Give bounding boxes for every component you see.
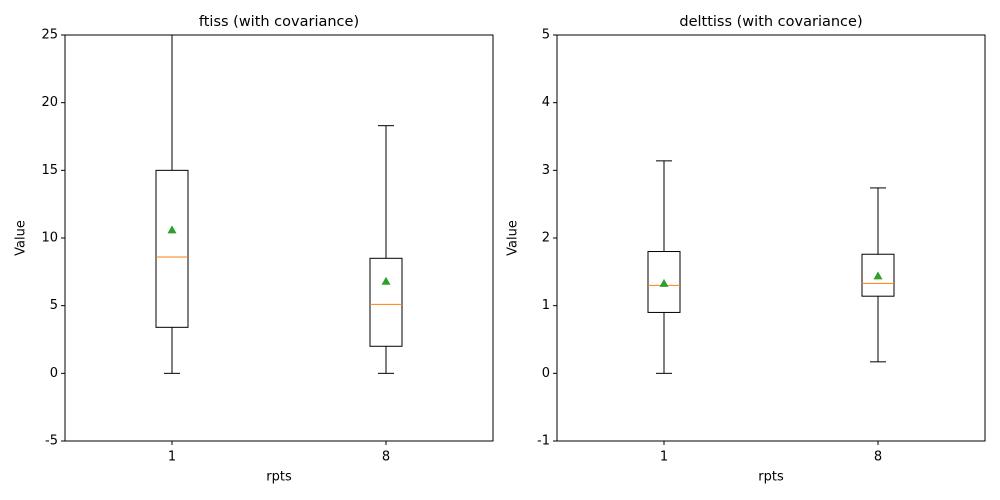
y-tick-label: 4 (542, 95, 550, 110)
box (861, 253, 895, 297)
y-tick-label: 2 (542, 231, 550, 246)
y-axis-label: Value (506, 220, 521, 256)
axes-frame (556, 34, 986, 442)
y-tick-label: 25 (41, 28, 58, 43)
y-tick-label: 3 (542, 163, 550, 178)
box (155, 169, 189, 328)
y-tick-label: 20 (41, 95, 58, 110)
y-axis-label: Value (14, 220, 29, 256)
plot-area (155, 35, 403, 374)
y-tick-label: 1 (542, 298, 550, 313)
x-tick-label: 8 (382, 450, 390, 465)
chart-title: ftiss (with covariance) (199, 14, 359, 30)
box (647, 251, 681, 313)
axes-frame (64, 34, 494, 442)
x-axis-label: rpts (266, 470, 292, 485)
y-tick-label: -1 (537, 434, 550, 449)
y-tick-label: 0 (542, 366, 550, 381)
y-tick-label: 5 (542, 28, 550, 43)
mean-marker (873, 271, 883, 280)
y-tick-label: 10 (41, 231, 58, 246)
y-tick-label: 0 (50, 366, 58, 381)
chart-title: delttiss (with covariance) (679, 14, 862, 30)
mean-marker (381, 276, 391, 285)
box (369, 257, 403, 347)
y-tick-label: 5 (50, 298, 58, 313)
x-axis-label: rpts (758, 470, 784, 485)
x-tick-label: 1 (660, 450, 668, 465)
x-tick-label: 8 (874, 450, 882, 465)
x-tick-label: 1 (168, 450, 176, 465)
mean-marker (659, 278, 669, 287)
plot-area (647, 160, 895, 374)
y-tick-label: 15 (41, 163, 58, 178)
y-tick-label: -5 (45, 434, 58, 449)
mean-marker (167, 225, 177, 234)
